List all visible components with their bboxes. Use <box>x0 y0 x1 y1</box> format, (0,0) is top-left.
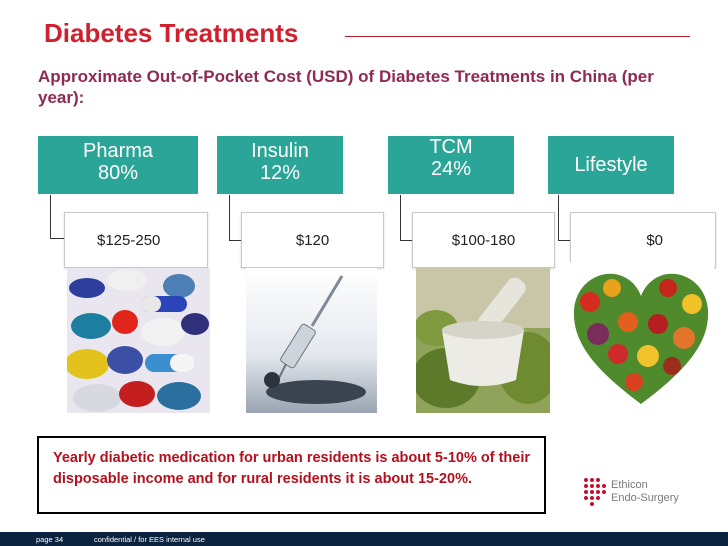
confidentiality-note: confidential / for EES internal use <box>94 535 205 544</box>
pharma-cost: $125-250 <box>64 212 208 268</box>
tcm-header: TCM 24% <box>388 136 514 194</box>
mortar-herbs-photo <box>416 268 550 413</box>
page-number: page 34 <box>36 535 64 544</box>
slide-subtitle: Approximate Out-of-Pocket Cost (USD) of … <box>38 67 654 107</box>
insulin-cost: $120 <box>241 212 384 268</box>
footer-bar <box>0 532 728 546</box>
vegetable-heart-photo <box>568 262 714 410</box>
lifestyle-header: Lifestyle <box>548 136 674 194</box>
insulin-name: Insulin <box>251 140 309 162</box>
tcm-name: TCM <box>429 136 473 158</box>
mortar-herbs-icon <box>416 268 550 413</box>
pharma-name: Pharma <box>82 140 154 162</box>
syringe-icon <box>246 268 377 413</box>
lifestyle-connector <box>558 195 570 241</box>
slide-title: Diabetes Treatments <box>44 18 299 48</box>
insulin-share: 12% <box>259 162 301 184</box>
lifestyle-name: Lifestyle <box>574 154 648 176</box>
company-logo-text: Ethicon Endo-Surgery <box>611 479 679 504</box>
syringe-photo <box>246 268 377 413</box>
pills-icon <box>67 268 210 413</box>
lifestyle-cost: $0 <box>570 212 716 268</box>
pharma-connector <box>50 195 64 239</box>
title-rule <box>345 36 690 37</box>
insulin-header: Insulin 12% <box>217 136 343 194</box>
pills-photo <box>67 268 210 413</box>
pharma-header: Pharma 80% <box>38 136 198 194</box>
vegetable-heart-icon <box>568 262 714 410</box>
tcm-connector <box>400 195 412 241</box>
tcm-share: 24% <box>430 158 472 180</box>
pharma-share: 80% <box>97 162 139 184</box>
income-callout: Yearly diabetic medication for urban res… <box>37 436 546 514</box>
tcm-cost: $100-180 <box>412 212 555 268</box>
ethicon-logo-icon <box>584 478 606 506</box>
insulin-connector <box>229 195 241 241</box>
